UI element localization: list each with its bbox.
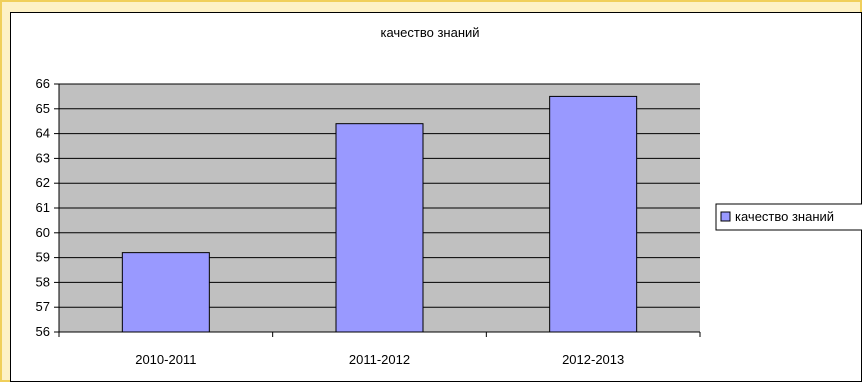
y-tick-label: 61 xyxy=(36,200,50,215)
plot-area-group: 56 57 58 59 60 61 62 63 64 65 66 2010-2011 2011-2012… xyxy=(36,76,701,367)
x-category-label: 2012-2013 xyxy=(562,352,624,367)
legend-swatch xyxy=(720,211,731,222)
y-tick-label: 57 xyxy=(36,299,50,314)
bar xyxy=(549,95,638,333)
y-tick-label: 59 xyxy=(36,250,50,265)
y-tick-label: 64 xyxy=(36,126,50,141)
legend-box xyxy=(715,203,862,231)
y-tick-label: 63 xyxy=(36,150,50,165)
y-tick-label: 60 xyxy=(36,225,50,240)
chart-title: качество знаний xyxy=(380,25,479,40)
legend-label: качество знаний xyxy=(735,209,834,224)
y-tick-label: 62 xyxy=(36,175,50,190)
legend: качество знаний xyxy=(715,203,862,231)
y-tick-label: 56 xyxy=(36,324,50,339)
y-tick-label: 58 xyxy=(36,274,50,289)
x-category-label: 2011-2012 xyxy=(349,352,410,367)
bar xyxy=(335,123,424,333)
x-category-label: 2010-2011 xyxy=(135,352,196,367)
y-tick-label: 66 xyxy=(36,76,50,91)
bar xyxy=(121,252,210,333)
y-tick-label: 65 xyxy=(36,101,50,116)
